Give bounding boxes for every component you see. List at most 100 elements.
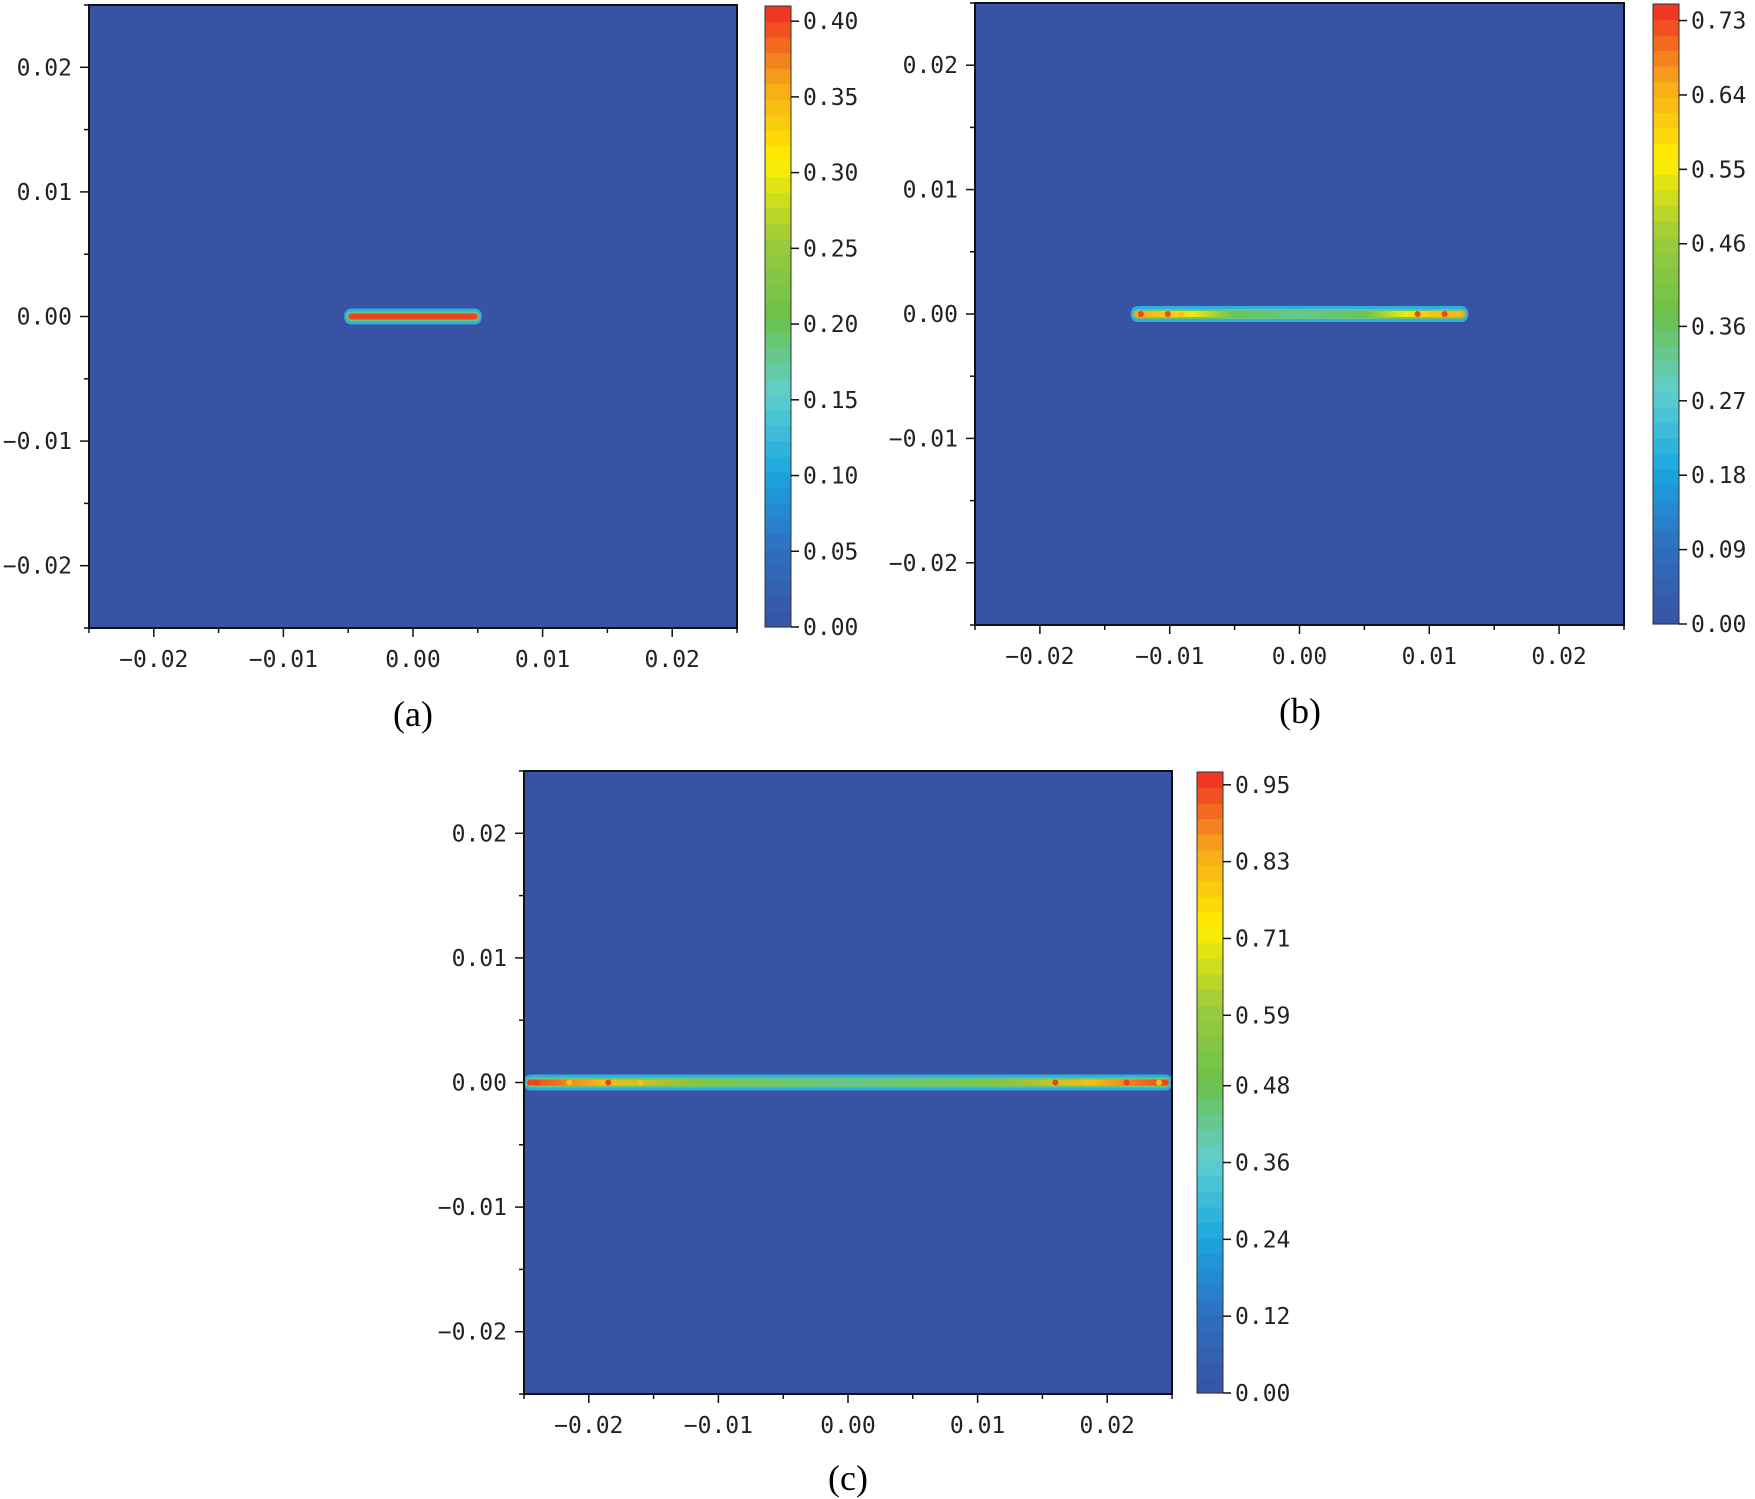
colorbar-segment — [1197, 1377, 1223, 1394]
y-tick-label: 0.02 — [17, 55, 72, 81]
y-tick-label: 0.02 — [903, 53, 958, 79]
colorbar-tick-label: 0.10 — [803, 464, 858, 490]
colorbar-tick-label: 0.27 — [1691, 389, 1746, 415]
colorbar-tick-label: 0.18 — [1691, 463, 1746, 489]
colorbar-segment — [765, 161, 791, 178]
y-tick-label: 0.01 — [903, 178, 958, 204]
colorbar-segment — [1197, 1284, 1223, 1301]
colorbar-tick-label: 0.59 — [1235, 1003, 1290, 1029]
colorbar-segment — [1197, 1346, 1223, 1363]
colorbar-segment — [765, 378, 791, 395]
colorbar-segment — [1653, 174, 1679, 191]
panel-b: −0.02 −0.01 0.00 0.01 0.02 0.02 0.01 0.00 −0.01 −… — [889, 2, 1746, 731]
y-tick-label: 0.02 — [452, 821, 507, 847]
colorbar-tick-label: 0.35 — [803, 85, 858, 111]
colorbar: 0.95 0.83 0.71 0.59 0.48 0.36 0.24 0.12 0.00 — [1196, 771, 1290, 1407]
colorbar-tick-label: 0.09 — [1691, 538, 1746, 564]
colorbar-segment — [765, 254, 791, 271]
crack-band — [1130, 306, 1469, 322]
colorbar-tick-label: 0.24 — [1235, 1227, 1290, 1253]
x-tick-label: 0.02 — [1080, 1413, 1135, 1439]
colorbar-segment — [1653, 283, 1679, 300]
colorbar-segment — [1197, 1268, 1223, 1285]
crack-hotspot — [1151, 311, 1158, 317]
colorbar-frame — [764, 5, 792, 628]
y-tick-label: −0.02 — [438, 1320, 507, 1346]
colorbar-tick-label: 0.73 — [1691, 9, 1746, 35]
colorbar-segment — [1653, 438, 1679, 455]
colorbar-segment — [1653, 376, 1679, 393]
crack-hotspot — [1178, 311, 1185, 317]
colorbar-tick-label: 0.83 — [1235, 850, 1290, 876]
colorbar-segment — [1197, 927, 1223, 944]
colorbar-segment — [1653, 562, 1679, 579]
x-tick-label: −0.02 — [554, 1413, 623, 1439]
colorbar-segment — [1197, 1113, 1223, 1130]
y-tick-label: 0.01 — [17, 180, 72, 206]
colorbar-segment — [765, 207, 791, 224]
colorbar-segment — [1197, 1082, 1223, 1099]
colorbar-segment — [765, 564, 791, 582]
colorbar-segment — [1197, 1206, 1223, 1223]
colorbar-segment — [765, 363, 791, 380]
colorbar-segment — [1653, 252, 1679, 269]
x-tick-label: −0.02 — [119, 647, 188, 673]
colorbar-frame — [1652, 3, 1680, 625]
colorbar-segment — [765, 595, 791, 613]
colorbar-segment — [1653, 608, 1679, 625]
colorbar-segment — [1197, 1066, 1223, 1084]
colorbar-segment — [765, 580, 791, 597]
colorbar-segment — [1653, 515, 1679, 532]
colorbar-segment — [1653, 128, 1679, 145]
colorbar-segment — [765, 487, 791, 504]
panel-caption: (c) — [828, 1458, 868, 1498]
colorbar-tick-label: 0.36 — [1235, 1151, 1290, 1177]
colorbar-segment — [1197, 1035, 1223, 1053]
crack-hotspot — [1455, 311, 1462, 317]
colorbar-segment — [1197, 1315, 1223, 1332]
colorbar-segment — [1653, 298, 1679, 315]
colorbar-segment — [1197, 818, 1223, 835]
colorbar-segment — [765, 68, 791, 85]
colorbar-segment — [1197, 1129, 1223, 1146]
colorbar-segment — [1653, 81, 1679, 98]
colorbar-tick-label: 0.12 — [1235, 1304, 1290, 1330]
crack-hotspot — [533, 1079, 540, 1086]
colorbar-segment — [1197, 787, 1223, 804]
colorbar-segment — [1653, 205, 1679, 222]
x-tick-label: 0.00 — [385, 647, 440, 673]
x-tick-label: 0.00 — [820, 1413, 875, 1439]
colorbar-segment — [1197, 803, 1223, 820]
colorbar-segment — [1197, 772, 1223, 789]
colorbar-segment — [765, 6, 791, 23]
colorbar-segment — [1197, 1191, 1223, 1208]
x-tick-label: 0.02 — [645, 647, 700, 673]
colorbar-tick-label: 0.00 — [1235, 1381, 1290, 1407]
x-tick-label: −0.01 — [249, 647, 318, 673]
colorbar-segment — [765, 285, 791, 302]
crack-hotspot — [1123, 1079, 1130, 1086]
colorbar-segment — [1653, 345, 1679, 362]
colorbar-segment — [1653, 267, 1679, 284]
colorbar-segment — [1653, 314, 1679, 331]
colorbar-segment — [765, 440, 791, 457]
y-tick-label: −0.01 — [438, 1195, 507, 1221]
colorbar-segment — [1197, 834, 1223, 851]
colorbar-segment — [1197, 958, 1223, 975]
colorbar-segment — [765, 394, 791, 411]
colorbar-segment — [765, 533, 791, 550]
colorbar-segment — [765, 409, 791, 426]
y-tick-label: 0.00 — [903, 302, 958, 328]
colorbar-segment — [1653, 236, 1679, 253]
y-tick-label: −0.02 — [3, 554, 72, 580]
crack-hotspot — [1084, 1079, 1091, 1086]
crack-hotspot — [1441, 311, 1448, 317]
x-tick-label: 0.01 — [515, 647, 570, 673]
colorbar-tick-label: 0.40 — [803, 9, 858, 35]
colorbar-segment — [1653, 159, 1679, 176]
x-tick-label: 0.02 — [1531, 644, 1586, 670]
colorbar-segment — [765, 192, 791, 209]
colorbar-segment — [1653, 453, 1679, 470]
crack-hotspot — [1137, 311, 1144, 317]
